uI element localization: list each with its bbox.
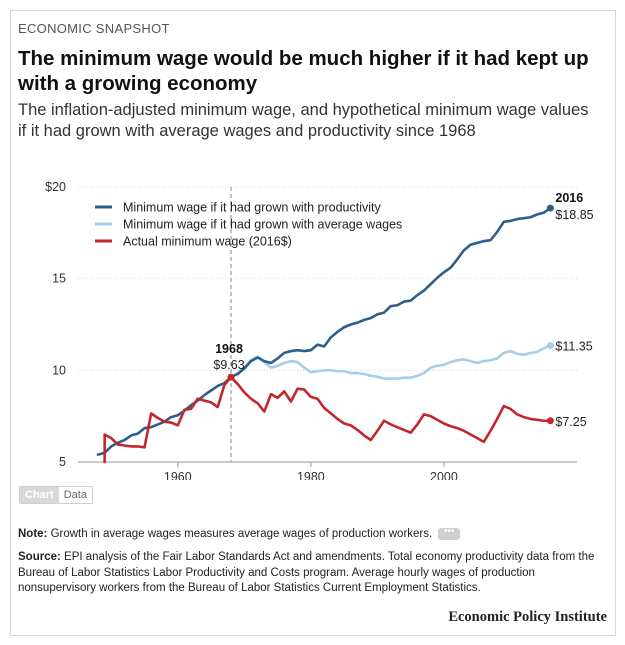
brand-logo: Economic Policy Institute bbox=[448, 609, 607, 625]
series-line-1 bbox=[229, 344, 552, 380]
end-value-label-average-wages: $11.35 bbox=[555, 340, 592, 354]
source-label: Source: bbox=[18, 551, 61, 563]
chart-card bbox=[10, 10, 616, 636]
series-end-point-2 bbox=[546, 417, 554, 425]
x-tick-label: 1980 bbox=[297, 470, 325, 480]
y-tick-label: 10 bbox=[52, 363, 66, 377]
kicker: ECONOMIC SNAPSHOT bbox=[18, 21, 170, 36]
chart-view-button[interactable]: Chart bbox=[20, 487, 59, 503]
x-tick-label: 1960 bbox=[164, 470, 192, 480]
chart-title: The minimum wage would be much higher if… bbox=[18, 47, 589, 95]
y-tick-label: 5 bbox=[59, 455, 66, 469]
source-text: EPI analysis of the Fair Labor Standards… bbox=[18, 551, 595, 594]
data-view-button[interactable]: Data bbox=[58, 487, 92, 503]
source: Source: EPI analysis of the Fair Labor S… bbox=[18, 550, 608, 597]
y-tick-label: 15 bbox=[52, 272, 66, 286]
end-value-label-actual: $7.25 bbox=[555, 415, 586, 429]
series-end-point-1 bbox=[546, 342, 554, 350]
series-line-2 bbox=[103, 375, 552, 464]
series-end-point-0 bbox=[546, 204, 554, 212]
end-year-label: 2016 bbox=[555, 191, 583, 205]
legend-label: Actual minimum wage (2016$) bbox=[123, 235, 292, 249]
line-chart: 5 10 15 $20 1960 1980 2000 1968 $9.63 2016 $18.85 $… bbox=[45, 180, 594, 480]
note-text: Growth in average wages measures average… bbox=[47, 528, 433, 540]
legend-label: Minimum wage if it had grown with produc… bbox=[123, 201, 381, 215]
expand-note-button[interactable]: ••• bbox=[438, 526, 461, 540]
reference-point-1968 bbox=[227, 373, 235, 381]
x-tick-label: 2000 bbox=[430, 470, 458, 480]
note-label: Note: bbox=[18, 528, 48, 540]
view-toggle: Chart Data bbox=[19, 486, 93, 504]
end-value-label-productivity: $18.85 bbox=[555, 208, 593, 222]
chart-subtitle: The inflation-adjusted minimum wage, and… bbox=[18, 101, 589, 140]
legend-label: Minimum wage if it had grown with averag… bbox=[123, 218, 402, 232]
series-line-0 bbox=[96, 206, 552, 456]
y-tick-label: $20 bbox=[45, 180, 66, 194]
reference-value-label: $9.63 bbox=[213, 358, 244, 372]
reference-year-label: 1968 bbox=[215, 342, 243, 356]
note: Note: Growth in average wages measures a… bbox=[18, 526, 608, 542]
